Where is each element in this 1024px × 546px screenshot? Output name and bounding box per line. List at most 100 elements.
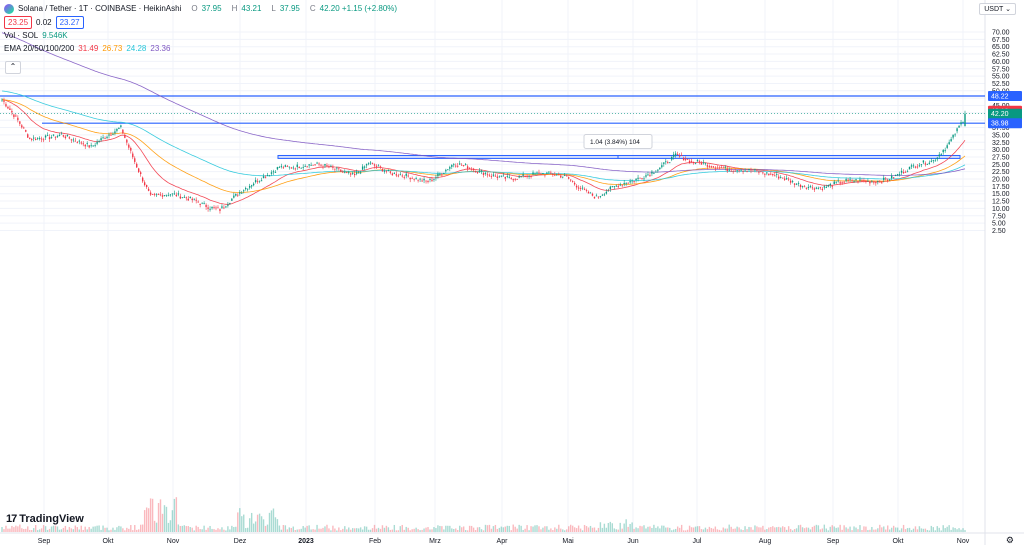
volume-bar — [185, 526, 187, 532]
currency-selector[interactable]: USDT ⌄ — [979, 3, 1016, 15]
candle-body — [94, 145, 96, 146]
volume-bar — [134, 525, 136, 532]
volume-bar — [476, 527, 479, 532]
volume-bar — [530, 526, 532, 532]
candle-body — [229, 202, 231, 204]
candle-body — [597, 196, 600, 198]
volume-bar — [197, 526, 199, 532]
candle-body — [627, 182, 629, 184]
volume-bar — [42, 525, 45, 532]
ema-lines — [1, 32, 966, 205]
price-tick-label: 17.50 — [992, 184, 1010, 191]
volume-bar — [33, 528, 35, 532]
candle-body — [625, 183, 627, 185]
candle-body — [942, 150, 944, 153]
candle-body — [268, 175, 271, 177]
volume-bar — [627, 526, 629, 532]
volume-bar — [867, 530, 869, 532]
volume-bar — [250, 512, 253, 532]
candle-body — [742, 171, 744, 173]
volume-bar — [611, 523, 613, 532]
candle-body — [56, 136, 59, 137]
ohlc-low-key: L — [271, 3, 276, 13]
volume-bar — [924, 528, 927, 532]
candle-body — [383, 170, 386, 172]
candle-body — [181, 197, 184, 199]
symbol-title[interactable]: Solana / Tether · 1T · COINBASE · Heikin… — [18, 3, 182, 13]
volume-bar — [231, 525, 233, 532]
volume-bar — [322, 527, 324, 532]
candle-body — [23, 127, 25, 129]
candle-body — [7, 106, 9, 109]
candle-body — [494, 175, 497, 177]
volume-bar — [898, 530, 901, 532]
candle-body — [631, 180, 633, 182]
volume-bar — [342, 528, 344, 532]
candle-body — [363, 166, 366, 168]
candle-body — [885, 178, 887, 180]
candle-body — [524, 176, 526, 178]
volume-bar — [355, 528, 358, 532]
buy-button[interactable]: 23.27 — [55, 16, 84, 29]
volume-bar — [932, 527, 934, 532]
candle-body — [365, 164, 368, 166]
candle-body — [938, 154, 940, 157]
legend-collapse-button[interactable]: ⌃ — [5, 61, 21, 74]
volume-bar — [849, 526, 851, 532]
candle-body — [776, 174, 778, 175]
volume-bar — [500, 526, 503, 532]
candle-body — [231, 198, 233, 201]
volume-bar — [381, 525, 384, 532]
volume-bar — [453, 528, 455, 532]
volume-bar — [334, 528, 336, 532]
volume-bar — [859, 525, 861, 532]
volume-bar — [417, 529, 419, 532]
candle-body — [665, 161, 667, 163]
candle-body — [50, 137, 53, 139]
candle-body — [645, 175, 647, 177]
price-tick-label: 27.50 — [992, 154, 1010, 161]
volume-bar — [962, 528, 964, 532]
gear-icon[interactable]: ⚙ — [1005, 535, 1014, 545]
price-tick-label: 67.50 — [992, 37, 1010, 44]
price-range-zone[interactable] — [277, 154, 961, 159]
ema-label[interactable]: EMA 20/50/100/200 — [4, 43, 75, 53]
volume-bar — [750, 527, 752, 532]
volume-bar — [306, 525, 308, 532]
candle-body — [243, 190, 245, 192]
volume-bar — [379, 528, 382, 532]
volume-bar — [601, 527, 604, 532]
price-label-box — [988, 91, 1022, 102]
volume-bar — [748, 526, 750, 532]
volume-bar — [292, 526, 294, 532]
volume-bar — [441, 526, 443, 532]
candle-body — [217, 207, 219, 209]
candle-body — [744, 170, 746, 172]
candle-body — [300, 167, 302, 169]
volume-bar — [490, 528, 493, 532]
candle-body — [486, 174, 489, 176]
candle-body — [409, 177, 411, 180]
volume-bar — [151, 498, 154, 532]
candle-body — [732, 171, 734, 172]
volume-bar — [46, 529, 49, 532]
candle-body — [167, 195, 170, 197]
candle-body — [149, 192, 152, 195]
volume-bar — [916, 529, 919, 532]
candle-body — [558, 174, 560, 176]
candle-body — [571, 181, 574, 182]
tradingview-logo[interactable]: 17 TradingView — [6, 513, 84, 525]
volume-bar — [161, 513, 164, 532]
volume-label[interactable]: Vol · SOL — [4, 30, 39, 40]
volume-bar — [110, 529, 112, 532]
sell-button[interactable]: 23.25 — [4, 16, 33, 29]
candle-body — [926, 164, 929, 165]
volume-bar — [734, 528, 736, 532]
candle-body — [104, 138, 106, 139]
time-tick-label: Sep — [38, 538, 51, 545]
candle-body — [637, 177, 639, 179]
candle-body — [954, 134, 956, 136]
candle-body — [191, 198, 193, 201]
volume-bar — [320, 528, 322, 532]
